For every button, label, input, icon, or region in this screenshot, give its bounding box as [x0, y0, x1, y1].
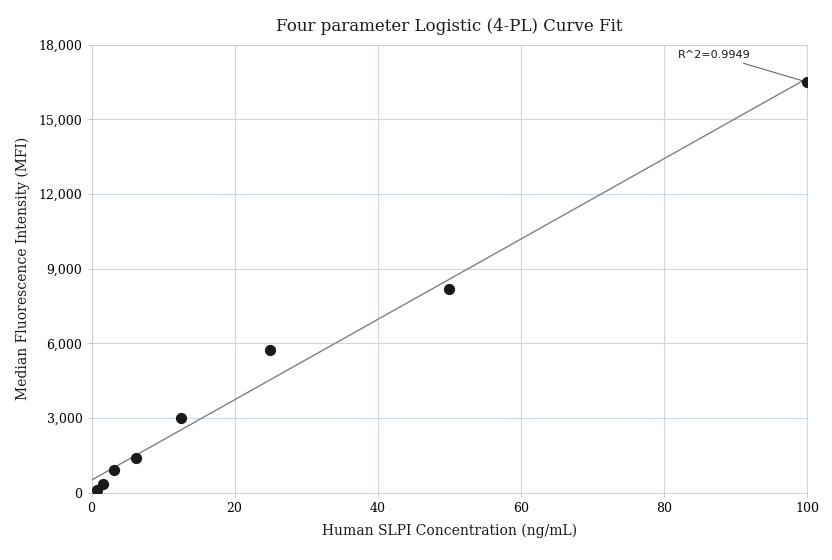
Point [96, 479, 109, 488]
Point [91, 485, 104, 494]
Y-axis label: Median Fluorescence Intensity (MFI): Median Fluorescence Intensity (MFI) [16, 137, 30, 400]
Text: R^2=0.9949: R^2=0.9949 [678, 50, 805, 81]
Point [130, 454, 143, 463]
Point [800, 78, 814, 87]
Point [107, 466, 121, 475]
X-axis label: Human SLPI Concentration (ng/mL): Human SLPI Concentration (ng/mL) [322, 523, 577, 538]
Title: Four parameter Logistic (4-PL) Curve Fit: Four parameter Logistic (4-PL) Curve Fit [276, 18, 622, 35]
Point [175, 414, 188, 423]
Point [443, 284, 456, 293]
Point [264, 345, 277, 354]
